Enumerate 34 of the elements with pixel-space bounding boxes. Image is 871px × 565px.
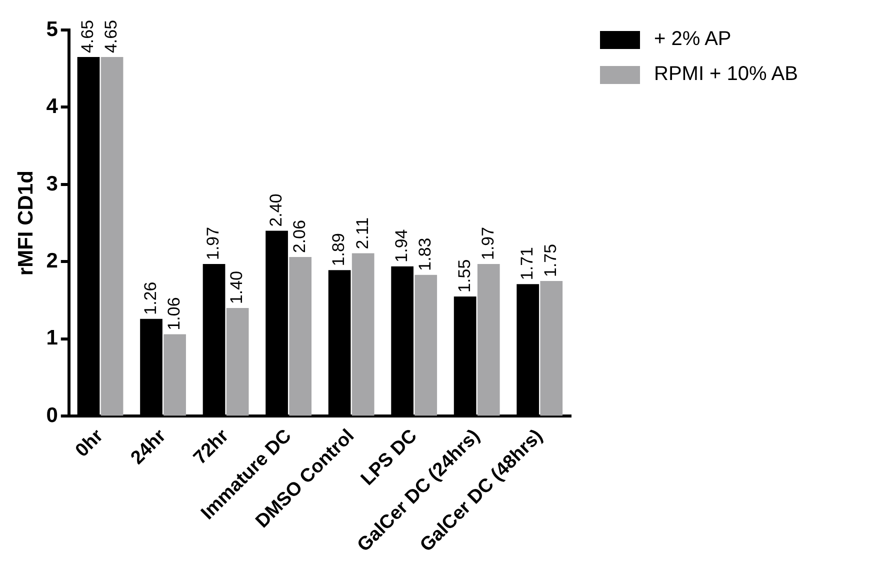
bar	[414, 274, 438, 416]
bar	[100, 57, 124, 416]
data-label: 1.89	[329, 233, 348, 266]
bar	[477, 264, 500, 416]
data-label: 1.26	[140, 282, 160, 315]
data-label: 2.40	[266, 194, 286, 227]
data-label: 1.71	[518, 246, 537, 280]
legend-label: RPMI + 10% AB	[654, 63, 798, 86]
legend-label: + 2% AP	[654, 28, 732, 51]
data-label: 1.97	[478, 226, 498, 260]
data-label: 1.06	[164, 297, 184, 330]
x-tick-label: 0hr	[72, 425, 108, 462]
y-tick-label: 0	[46, 404, 58, 427]
data-label: 1.94	[392, 229, 412, 262]
y-tick-label: 4	[46, 95, 58, 118]
y-tick-label: 5	[46, 18, 58, 41]
data-label: 1.75	[541, 244, 560, 277]
data-label: 1.83	[416, 238, 435, 271]
data-label: 4.65	[102, 20, 121, 54]
y-tick-label: 3	[46, 172, 58, 196]
data-label: 1.40	[227, 270, 246, 304]
data-label: 4.65	[78, 20, 98, 54]
bar	[540, 281, 563, 416]
data-label: 2.11	[352, 217, 372, 250]
bar	[352, 253, 374, 416]
y-tick-label: 2	[46, 249, 58, 272]
data-label: 2.06	[290, 220, 310, 254]
data-label: 1.55	[454, 259, 474, 292]
bar	[226, 308, 249, 416]
bar	[289, 257, 312, 416]
y-axis-title: rMFI CD1d	[14, 170, 38, 276]
y-tick-label: 1	[46, 326, 58, 350]
bar	[164, 334, 186, 416]
data-label: 1.97	[204, 226, 223, 260]
